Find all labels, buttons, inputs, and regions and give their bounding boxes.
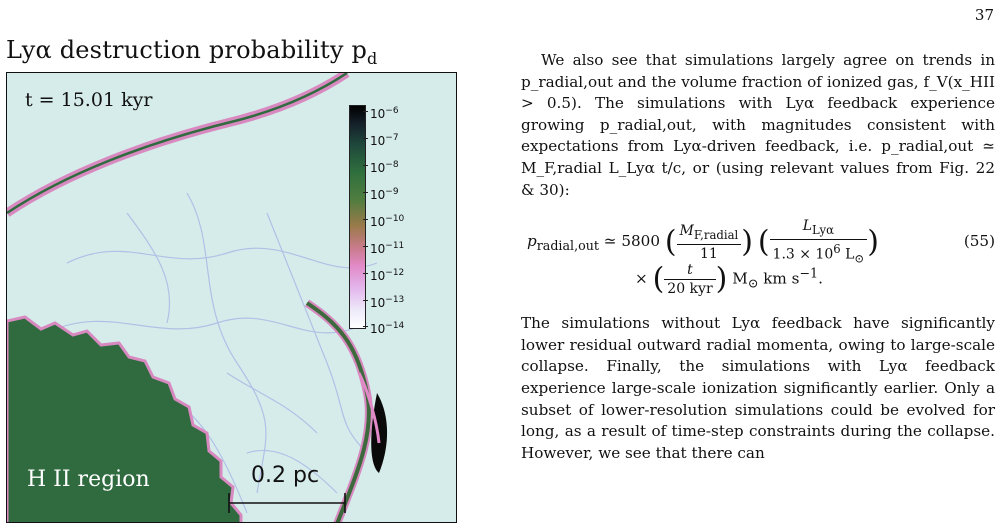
simulation-map — [7, 73, 456, 522]
figure-title-subscript: d — [367, 48, 378, 68]
colorbar-label: 10−11 — [370, 241, 405, 256]
hii-region-label: H II region — [27, 467, 150, 492]
colorbar-tick — [363, 219, 368, 220]
colorbar-tick — [363, 138, 368, 139]
colorbar-label: 10−8 — [370, 160, 399, 175]
colorbar-tick — [363, 300, 368, 301]
figure-title: Lyα destruction probability pd — [6, 36, 377, 68]
equation-line-1: pradial,out ≃ 5800 (MF,radial 11) (LLyα 1.… — [527, 218, 879, 266]
colorbar-label: 10−14 — [370, 321, 405, 336]
time-label: t = 15.01 kyr — [25, 89, 153, 111]
colorbar-tick — [363, 192, 368, 193]
equation-55: pradial,out ≃ 5800 (MF,radial 11) (LLyα 1.… — [521, 217, 995, 303]
colorbar-tick — [363, 111, 368, 112]
colorbar-label: 10−6 — [370, 106, 399, 121]
colorbar-tick — [363, 273, 368, 274]
colorbar-label: 10−9 — [370, 187, 399, 202]
colorbar-label: 10−7 — [370, 133, 399, 148]
figure-title-text: Lyα destruction probability p — [6, 36, 368, 64]
paragraph: We also see that simulations largely agr… — [521, 51, 995, 199]
colorbar-label: 10−13 — [370, 295, 405, 310]
clump-glow — [357, 372, 381, 444]
colorbar-tick — [363, 165, 368, 166]
scale-bar — [228, 493, 346, 513]
scale-bar-label: 0.2 pc — [251, 463, 320, 488]
paragraph: The simulations without Lyα feedback hav… — [521, 314, 995, 462]
shell-inner — [7, 73, 348, 215]
colorbar-tick — [363, 246, 368, 247]
colorbar — [349, 105, 366, 329]
simulation-image: t = 15.01 kyr H II region 0.2 pc 10−6 10… — [6, 72, 457, 523]
equation-number: (55) — [963, 232, 995, 251]
page-number: 37 — [974, 6, 994, 24]
equation-line-2: × (t 20 kyr) M⊙ km s−1. — [635, 261, 823, 298]
body-text: We also see that simulations largely agr… — [521, 50, 995, 464]
colorbar-label: 10−12 — [370, 268, 405, 283]
colorbar-tick — [363, 326, 368, 327]
colorbar-label: 10−10 — [370, 214, 405, 229]
